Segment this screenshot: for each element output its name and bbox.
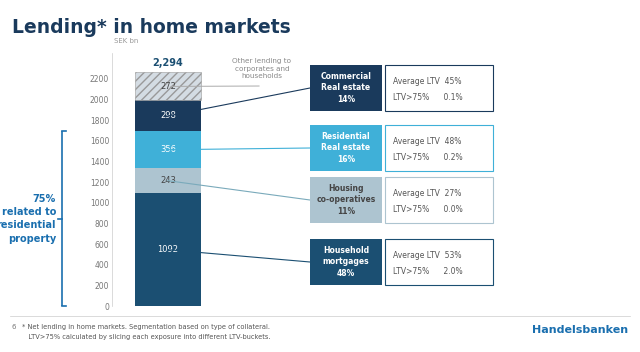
Text: 272: 272 (160, 82, 176, 91)
Text: LTV>75%      0.0%: LTV>75% 0.0% (393, 205, 463, 214)
Text: LTV>75%      2.0%: LTV>75% 2.0% (393, 266, 463, 276)
Text: Average LTV  53%: Average LTV 53% (393, 251, 461, 259)
Text: Commercial
Real estate
14%: Commercial Real estate 14% (321, 73, 371, 103)
Bar (385, 65, 493, 111)
Text: LTV>75% calculated by slicing each exposure into different LTV-buckets.: LTV>75% calculated by slicing each expos… (22, 334, 271, 340)
Bar (310, 239, 382, 285)
Bar (310, 125, 382, 171)
Bar (135, 168, 201, 193)
Text: Lending* in home markets: Lending* in home markets (12, 18, 291, 37)
Bar (135, 193, 201, 306)
Text: 1092: 1092 (157, 245, 179, 254)
Text: 2,294: 2,294 (152, 58, 184, 68)
Text: Average LTV  48%: Average LTV 48% (393, 137, 461, 145)
Text: 75%
related to
residential
property: 75% related to residential property (0, 194, 56, 244)
Bar (135, 131, 201, 168)
Bar (135, 100, 201, 131)
Bar (310, 177, 382, 223)
Text: LTV>75%      0.1%: LTV>75% 0.1% (393, 93, 463, 101)
Text: 356: 356 (160, 145, 176, 154)
Text: Other lending to
corporates and
households: Other lending to corporates and househol… (232, 58, 291, 79)
Text: SEK bn: SEK bn (114, 38, 138, 44)
Text: * Net lending in home markets. Segmentation based on type of collateral.: * Net lending in home markets. Segmentat… (22, 324, 270, 330)
Text: LTV>75%      0.2%: LTV>75% 0.2% (393, 152, 463, 162)
Bar (385, 239, 493, 285)
Text: Residential
Real estate
16%: Residential Real estate 16% (321, 132, 371, 164)
Bar (385, 177, 493, 223)
Bar (310, 65, 382, 111)
Text: 243: 243 (160, 176, 176, 185)
Bar (385, 125, 493, 171)
Text: Average LTV  27%: Average LTV 27% (393, 189, 461, 197)
Text: Housing
co-operatives
11%: Housing co-operatives 11% (316, 184, 376, 215)
Text: Household
mortgages
48%: Household mortgages 48% (323, 246, 369, 278)
Text: 298: 298 (160, 111, 176, 120)
Text: Handelsbanken: Handelsbanken (532, 325, 628, 335)
Text: 6: 6 (12, 324, 17, 330)
Bar (135, 73, 201, 100)
Text: Average LTV  45%: Average LTV 45% (393, 76, 461, 86)
